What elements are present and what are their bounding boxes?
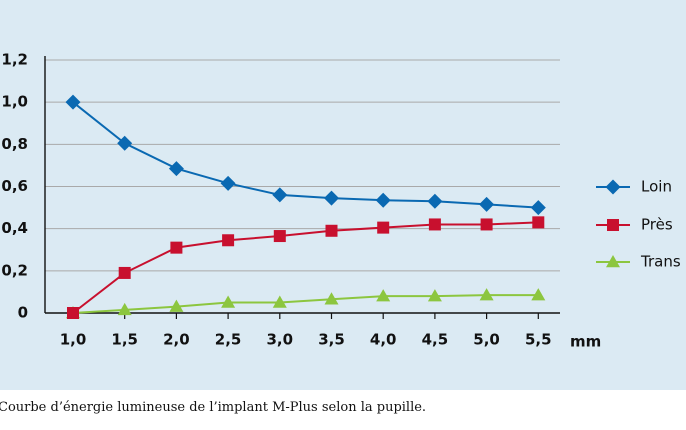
y-tick-label: 0,6 xyxy=(1,177,28,195)
x-tick-label: 3,0 xyxy=(267,331,294,349)
data-point xyxy=(273,230,286,243)
x-tick-label: 2,5 xyxy=(215,331,242,349)
data-point xyxy=(427,193,443,209)
figure-caption: Courbe d’énergie lumineuse de l’implant … xyxy=(0,400,427,415)
series-prs xyxy=(67,216,545,319)
chart-area: 0 0,2 0,4 0,6 0,8 1,0 1,2 1,0 1,5 2,0 2,5 3,0 3,5 4,… xyxy=(0,0,686,390)
x-tick-label: 3,5 xyxy=(318,331,345,349)
data-point xyxy=(532,216,545,229)
legend: Loin Près Trans xyxy=(596,178,681,271)
y-tick-label: 0,8 xyxy=(1,135,28,153)
x-tick-label: 2,0 xyxy=(163,331,190,349)
x-axis-unit: mm xyxy=(570,333,601,351)
grid-lines xyxy=(45,59,560,272)
data-point xyxy=(324,292,339,305)
y-tick-labels: 0 0,2 0,4 0,6 0,8 1,0 1,2 xyxy=(1,51,28,322)
y-tick-label: 0,2 xyxy=(1,261,28,279)
legend-marker xyxy=(605,179,621,195)
data-point xyxy=(117,302,132,316)
data-point xyxy=(117,135,133,151)
data-point xyxy=(67,307,79,319)
x-tick-labels: 1,0 1,5 2,0 2,5 3,0 3,5 4,0 4,5 5,0 5,5 xyxy=(60,313,552,349)
x-tick-label: 4,5 xyxy=(422,331,449,349)
data-point xyxy=(428,218,441,231)
data-point xyxy=(168,161,184,177)
data-point xyxy=(169,299,184,312)
data-point xyxy=(220,175,236,191)
x-tick-label: 1,0 xyxy=(60,331,87,349)
data-point xyxy=(479,288,494,301)
data-point xyxy=(377,221,390,234)
data-point xyxy=(65,94,81,110)
legend-label: Trans xyxy=(640,253,681,271)
legend-label: Loin xyxy=(641,178,672,196)
legend-label: Près xyxy=(641,216,673,234)
legend-marker xyxy=(606,255,620,268)
y-tick-label: 1,0 xyxy=(1,93,28,111)
x-tick-label: 1,5 xyxy=(111,331,138,349)
data-point xyxy=(375,192,391,208)
series-line xyxy=(72,221,539,314)
legend-marker xyxy=(607,219,619,231)
y-tick-label: 0 xyxy=(18,304,28,322)
data-point xyxy=(272,295,287,308)
data-point xyxy=(479,196,495,212)
data-point xyxy=(531,288,546,301)
data-point xyxy=(376,289,391,302)
data-point xyxy=(530,200,546,216)
axes xyxy=(44,56,560,314)
data-point xyxy=(221,295,236,308)
data-point xyxy=(427,289,442,302)
line-chart: 0 0,2 0,4 0,6 0,8 1,0 1,2 1,0 1,5 2,0 2,5 3,0 3,5 4,… xyxy=(1,51,681,351)
legend-item: Loin xyxy=(596,178,672,196)
data-point xyxy=(324,190,339,206)
data-point xyxy=(222,234,235,247)
series-line xyxy=(72,294,539,314)
series-trans xyxy=(66,288,546,319)
data-point xyxy=(480,218,493,231)
x-tick-label: 5,0 xyxy=(473,331,500,349)
data-point xyxy=(325,224,338,237)
x-tick-label: 5,5 xyxy=(525,331,552,349)
data-point xyxy=(272,187,288,203)
legend-item: Près xyxy=(596,216,673,234)
series-group xyxy=(65,94,546,319)
y-tick-label: 0,4 xyxy=(1,219,28,237)
series-line xyxy=(72,101,539,209)
x-tick-label: 4,0 xyxy=(370,331,397,349)
data-point xyxy=(118,266,131,279)
y-tick-label: 1,2 xyxy=(1,51,28,69)
data-point xyxy=(170,241,183,254)
legend-item: Trans xyxy=(596,253,681,271)
series-loin xyxy=(65,94,546,216)
